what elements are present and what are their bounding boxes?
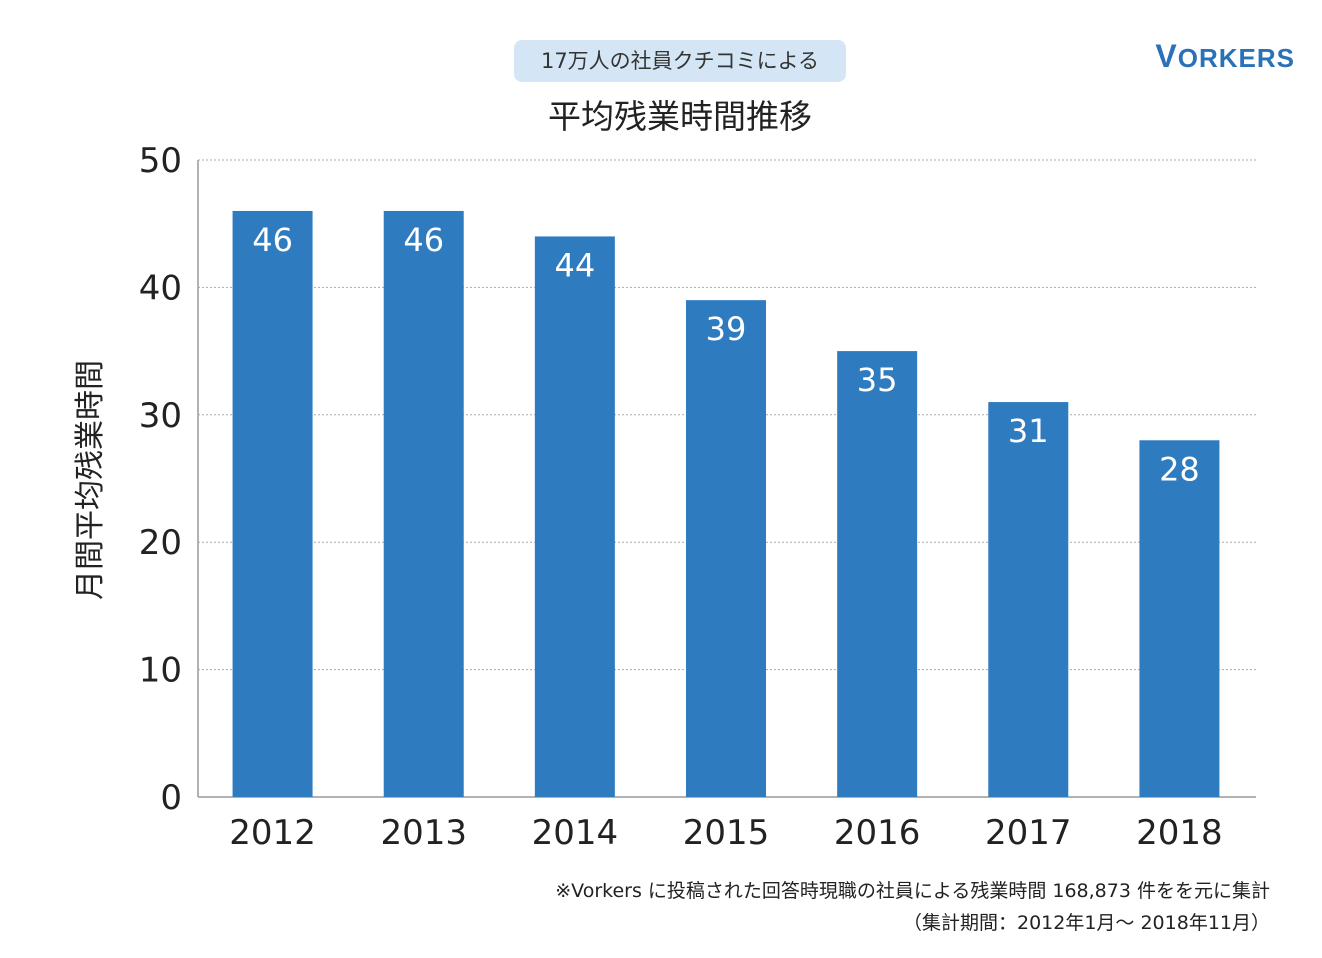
bar [232,210,313,797]
y-tick-label: 30 [139,396,182,436]
x-tick-label: 2014 [532,813,619,853]
footnote-source: ※Vorkers に投稿された回答時現職の社員による残業時間 168,873 件… [555,880,1270,902]
bar [1139,440,1220,797]
y-tick-label: 0 [160,778,182,818]
brand-logo-rest: ORKERS [1177,43,1295,73]
brand-logo-initial: V [1155,38,1178,74]
bar [988,402,1069,797]
x-tick-label: 2015 [683,813,770,853]
x-tick-label: 2016 [834,813,921,853]
x-tick-label: 2017 [985,813,1072,853]
subtitle-badge: 17万人の社員クチコミによる [514,40,846,82]
footnote-period: （集計期間：2012年1月〜 2018年11月） [902,912,1270,934]
x-tick-label: 2013 [380,813,467,853]
data-label: 46 [252,221,293,259]
bar [686,300,766,797]
brand-logo: VORKERS [1120,38,1295,75]
data-label: 46 [403,221,444,259]
data-label: 35 [857,361,898,399]
data-label: 31 [1008,412,1049,450]
bar [534,236,615,797]
bar [383,210,464,797]
data-label: 28 [1159,450,1200,488]
y-tick-label: 10 [139,651,182,691]
y-tick-label: 40 [139,268,182,308]
x-tick-label: 2018 [1136,813,1223,853]
bar [837,351,918,797]
chart-title: 平均残業時間推移 [548,97,812,136]
data-label: 39 [706,310,747,348]
y-axis-title: 月間平均残業時間 [73,360,108,600]
y-tick-label: 50 [139,141,182,181]
data-label: 44 [554,246,595,284]
y-tick-label: 20 [139,523,182,563]
x-tick-label: 2012 [229,813,316,853]
